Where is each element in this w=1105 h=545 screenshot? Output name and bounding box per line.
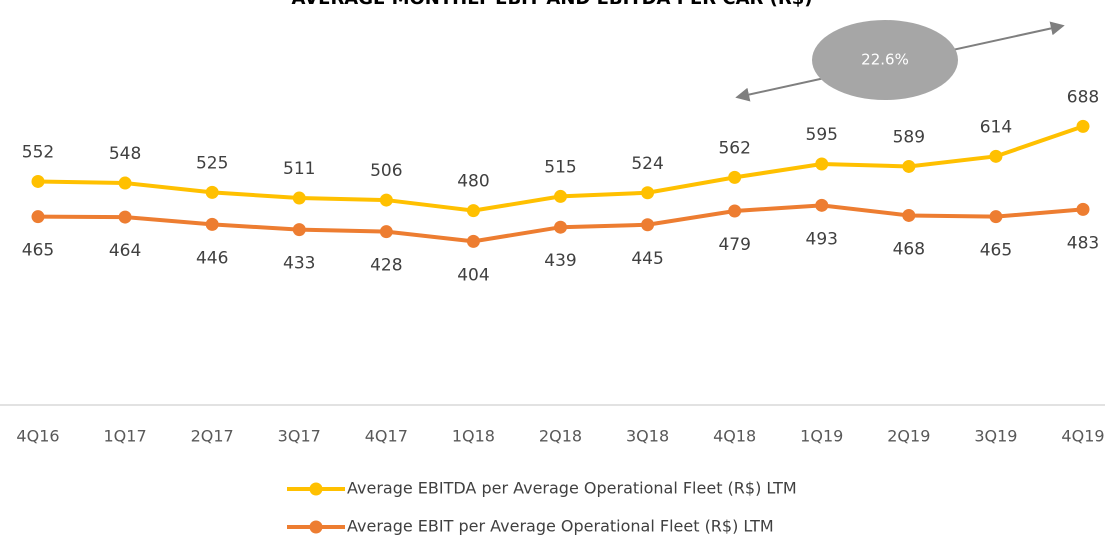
growth-label: 22.6% [861,51,909,69]
x-tick-label: 4Q19 [1061,427,1104,446]
x-tick-label: 2Q18 [539,427,582,446]
data-label: 464 [109,241,141,261]
data-point [118,176,132,190]
data-point [989,210,1003,224]
data-label: 688 [1067,87,1099,107]
data-point [292,191,306,205]
data-label: 493 [806,229,838,249]
data-label: 614 [980,117,1012,137]
x-tick-label: 2Q17 [191,427,234,446]
data-point [205,185,219,199]
x-tick-label: 1Q17 [104,427,147,446]
data-point [118,210,132,224]
data-point [379,193,393,207]
data-label: 595 [806,125,838,145]
data-label: 525 [196,153,228,173]
data-point [466,234,480,248]
data-point [205,217,219,231]
chart-title: AVERAGE MONTHLY EBIT AND EBITDA PER CAR … [292,0,813,9]
data-point [641,186,655,200]
data-label: 465 [980,241,1012,261]
x-tick-label: 2Q19 [887,427,930,446]
data-label: 515 [544,157,576,177]
data-point [815,198,829,212]
x-tick-label: 4Q16 [16,427,59,446]
x-tick-label: 1Q18 [452,427,495,446]
x-tick-label: 3Q18 [626,427,669,446]
data-point [292,223,306,237]
data-label: 479 [718,235,750,255]
data-label: 524 [631,154,663,174]
data-label: 506 [370,161,402,181]
data-label: 589 [893,127,925,147]
data-label: 480 [457,172,489,192]
data-label: 483 [1067,233,1099,253]
data-point [554,189,567,203]
data-point [466,204,480,218]
data-point [379,225,393,239]
data-point [554,220,567,234]
data-label: 428 [370,256,402,276]
growth-bubble [812,20,958,100]
data-point [31,174,45,188]
data-point [728,204,742,218]
x-tick-label: 3Q17 [278,427,321,446]
data-point [989,149,1003,163]
legend-label: Average EBIT per Average Operational Fle… [347,517,774,536]
data-label: 548 [109,144,141,164]
legend-label: Average EBITDA per Average Operational F… [347,479,797,498]
data-label: 511 [283,159,315,179]
x-tick-label: 1Q19 [800,427,843,446]
data-point [31,210,45,224]
data-label: 445 [631,249,663,269]
data-label: 404 [457,265,489,285]
data-label: 468 [893,239,925,259]
data-point [902,159,916,173]
data-point [815,157,829,171]
legend-marker [309,482,323,496]
x-tick-label: 4Q17 [365,427,408,446]
data-label: 446 [196,248,228,268]
data-point [641,218,655,232]
x-tick-label: 3Q19 [974,427,1017,446]
data-label: 433 [283,254,315,274]
data-label: 465 [22,241,54,261]
x-tick-label: 4Q18 [713,427,756,446]
data-label: 552 [22,142,54,162]
data-label: 562 [718,138,750,158]
data-label: 439 [544,251,576,271]
data-point [902,208,916,222]
data-point [728,170,742,184]
data-point [1076,119,1090,133]
legend-marker [309,520,323,534]
data-point [1076,202,1090,216]
